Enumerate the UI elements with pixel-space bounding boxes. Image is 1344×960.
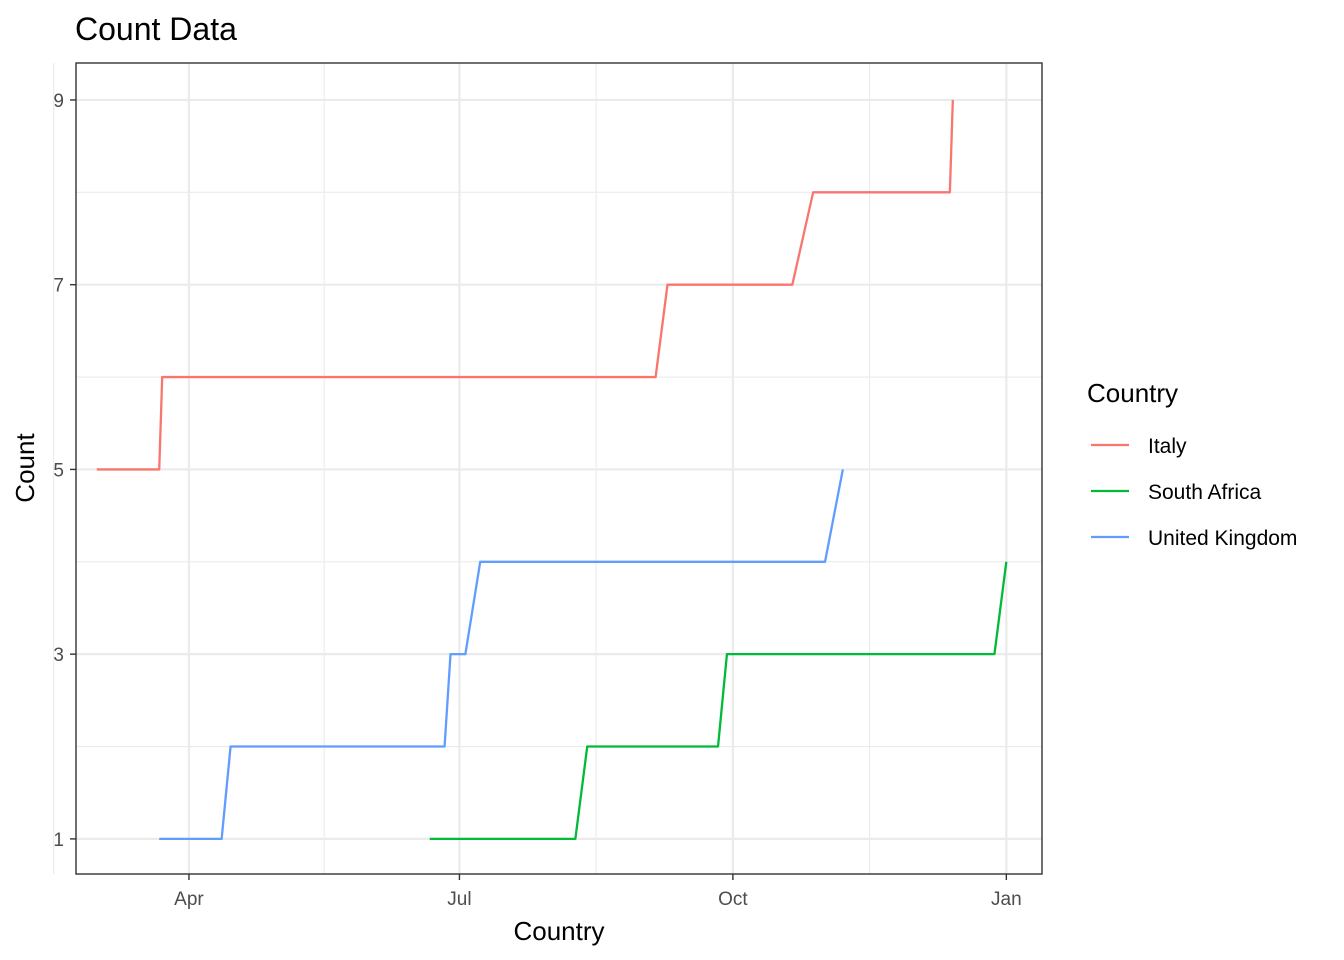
series-line-south-africa [429,561,1008,841]
y-tick-label: 9 [53,91,64,112]
y-tick-label: 7 [53,276,64,297]
y-tick-label: 5 [53,460,64,481]
x-axis-title: Country [513,916,604,946]
plot-border [75,62,1043,875]
legend-label-south-africa: South Africa [1148,481,1262,504]
series-line-united-kingdom [159,469,844,841]
legend-label-united-kingdom: United Kingdom [1148,527,1297,550]
y-tick-label: 1 [53,830,64,851]
x-tick-label: Apr [174,889,204,910]
legend-label-italy: Italy [1148,435,1187,458]
y-tick-label: 3 [53,645,64,666]
chart-title: Count Data [75,11,237,47]
legend-title: Country [1087,378,1178,408]
series-lines [96,99,1008,841]
y-axis: 1 3 5 7 9 [53,91,76,851]
y-axis-title: Count [10,433,40,503]
x-tick-label: Jul [447,889,471,910]
x-tick-label: Oct [718,889,748,910]
series-line-italy [96,99,954,471]
legend: Country Italy South Africa United Kingdom [1087,378,1297,550]
x-tick-label: Jan [991,889,1022,910]
x-axis: Apr Jul Oct Jan [174,874,1022,910]
